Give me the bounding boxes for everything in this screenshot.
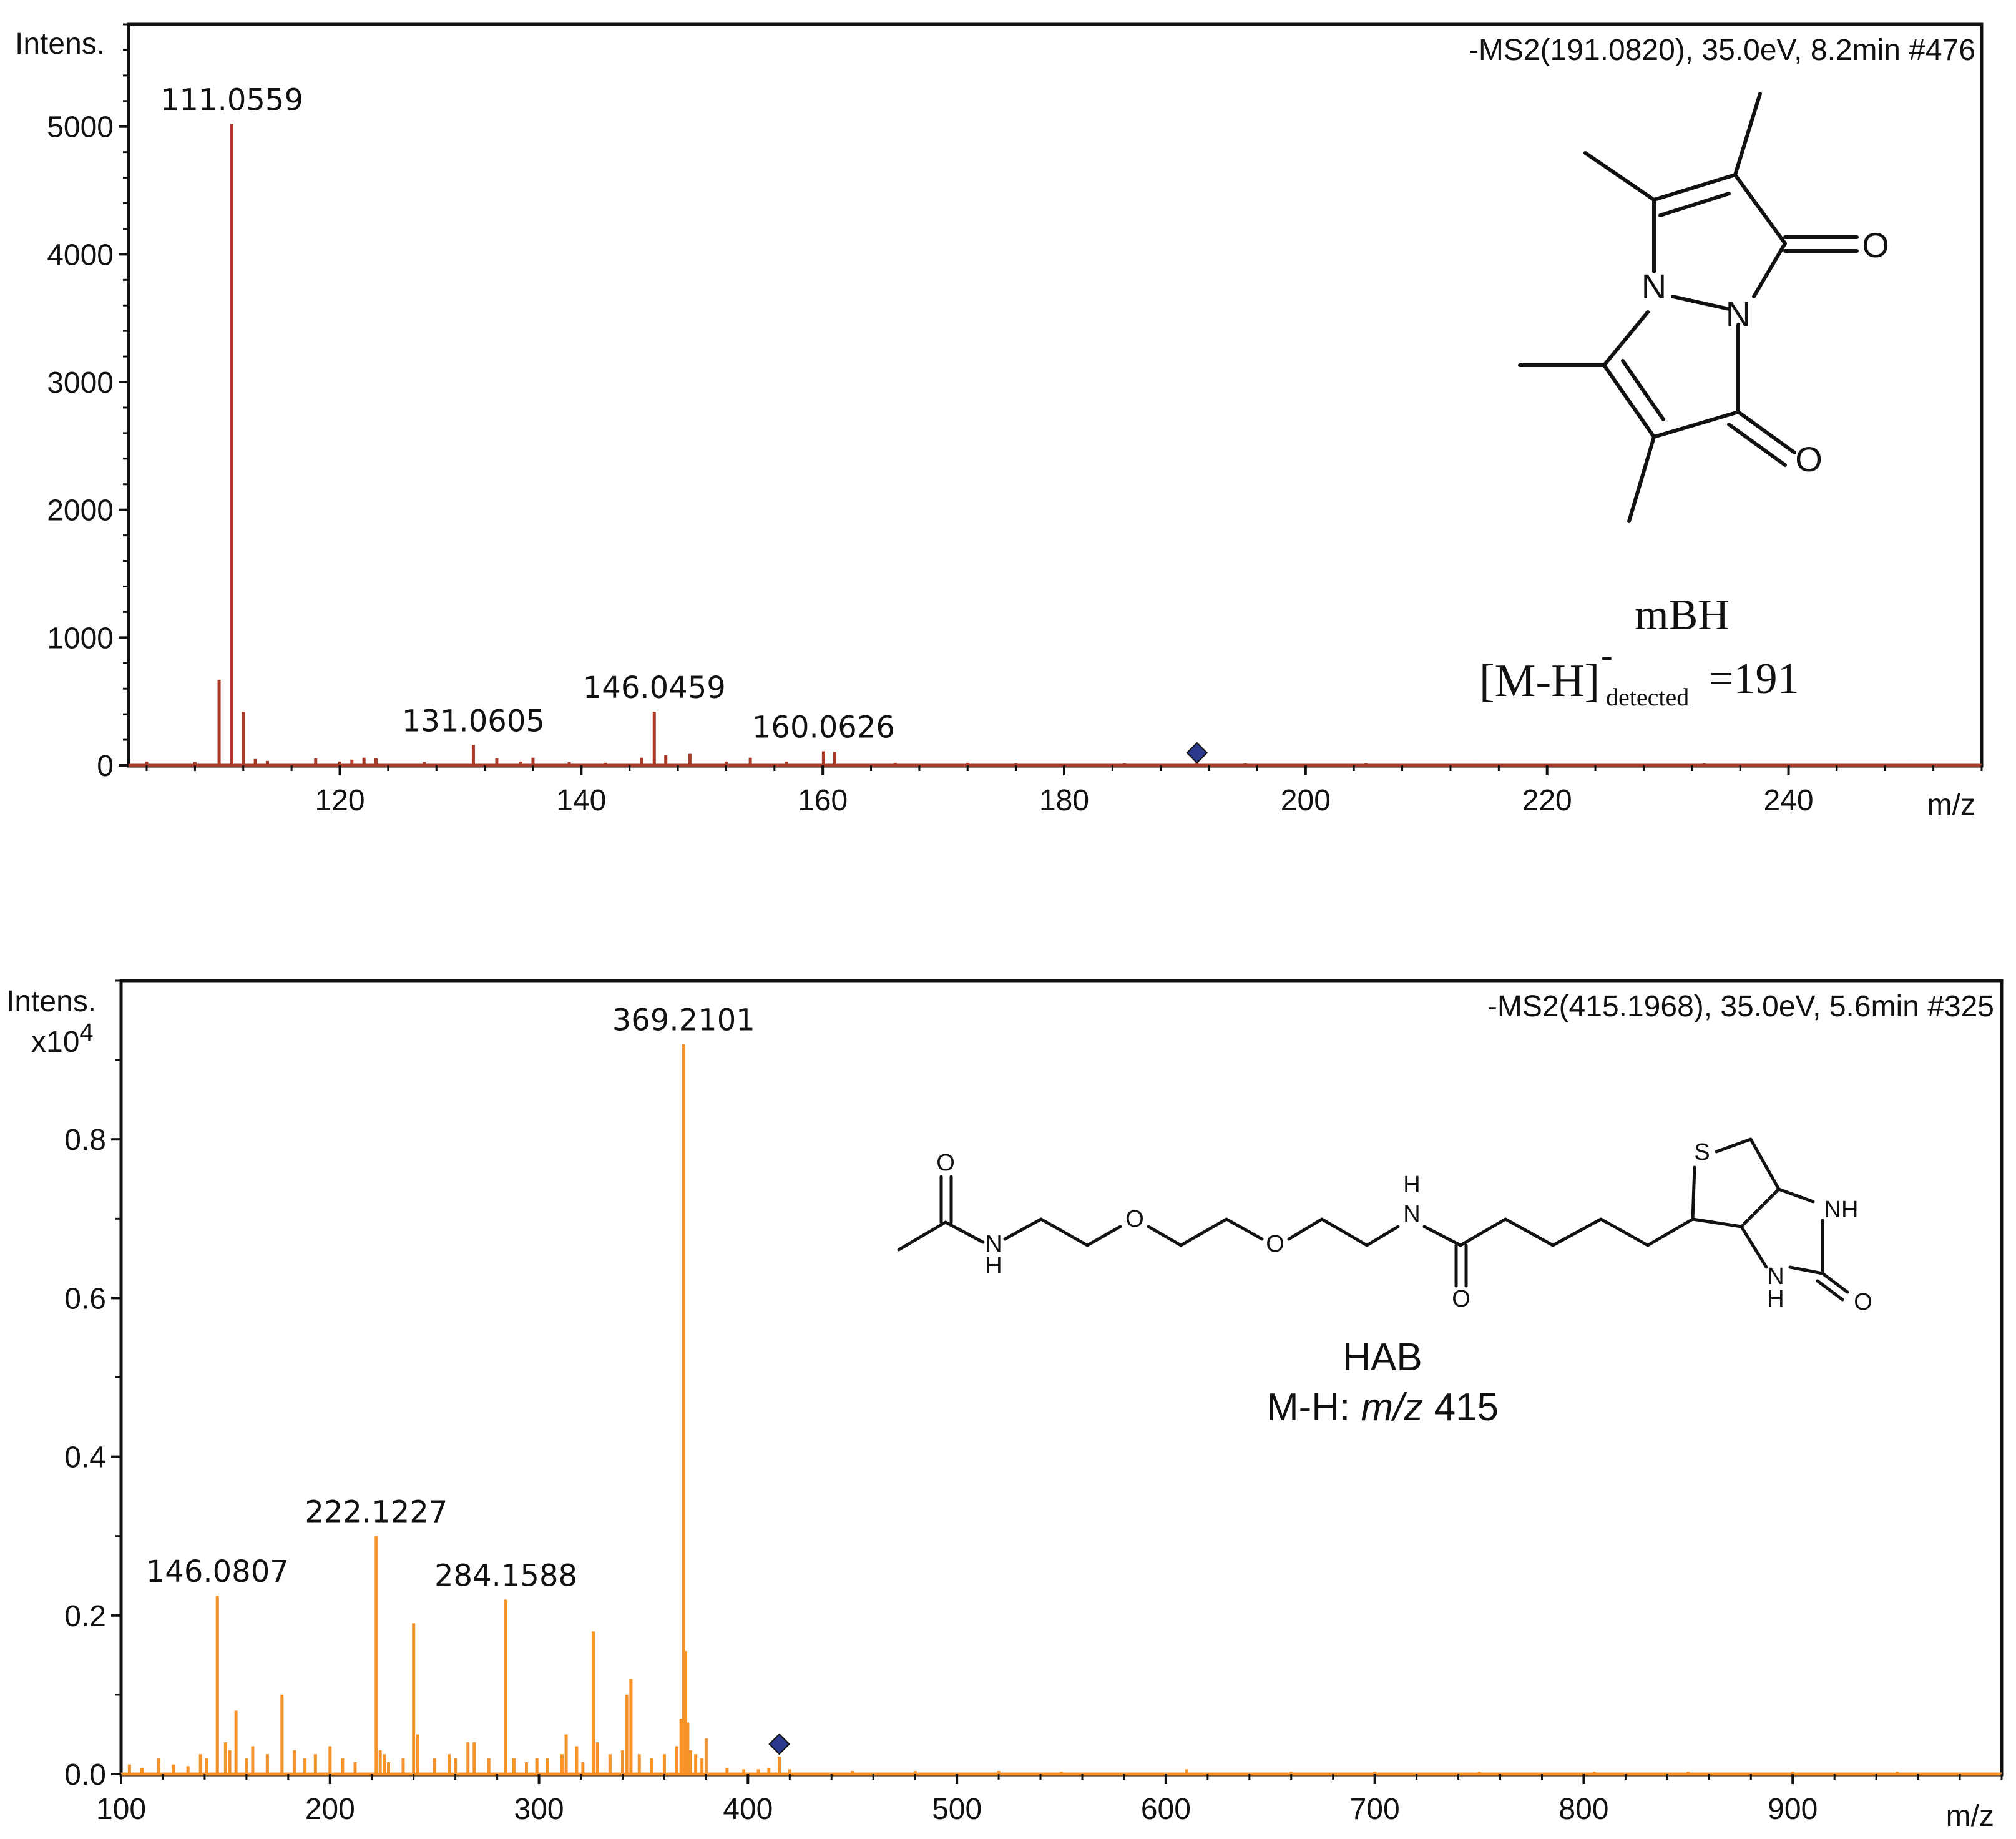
mbh-ion-bracket-open: [ [1479, 655, 1495, 707]
x-tick-label: 120 [315, 784, 365, 817]
mbh-ion-formula: [M-H] [1479, 655, 1600, 707]
mbh-ion-value: =191 [1709, 655, 1799, 703]
chart-top-peaks [145, 124, 1911, 765]
y-tick-label: 3000 [47, 366, 114, 400]
hab-atom-n1: N [985, 1231, 1002, 1257]
x-tick-label: 800 [1558, 1793, 1608, 1826]
hab-atom-n2: N [1403, 1201, 1420, 1227]
chart-bottom-header: -MS2(415.1968), 35.0eV, 5.6min #325 [1487, 990, 1994, 1023]
x-tick-label: 500 [932, 1793, 982, 1826]
chart-bottom-peaks [127, 1044, 1899, 1774]
x-tick-label: 900 [1768, 1793, 1818, 1826]
x-tick-label: 220 [1522, 784, 1572, 817]
hab-atom-h1: H [985, 1253, 1002, 1279]
hab-mh-prefix: M-H: [1266, 1386, 1361, 1429]
y-tick-label: 0 [97, 750, 114, 783]
hab-mh-unit: m/z [1361, 1386, 1423, 1429]
x-tick-label: 400 [723, 1793, 773, 1826]
chart-top-xlabel: m/z [1927, 788, 1975, 821]
y-tick-label: 4000 [47, 238, 114, 272]
hab-atom-n3: N [1767, 1263, 1784, 1290]
chart-bottom-yscale: x104 [31, 1019, 94, 1059]
hab-atom-o-ether1: O [1125, 1206, 1144, 1232]
peak-label: 160.0626 [752, 710, 895, 745]
peak-label: 222.1227 [305, 1495, 448, 1530]
peak-label: 146.0807 [146, 1554, 289, 1589]
mbh-atom-o1: O [1862, 225, 1889, 265]
chart-bottom-precursor [768, 1733, 790, 1755]
chart-bottom-yscale-exponent: 4 [79, 1019, 93, 1046]
hab-atom-o-urea: O [1854, 1289, 1872, 1315]
hab-atom-o-ether2: O [1266, 1231, 1284, 1257]
chart-top-precursor [1186, 742, 1208, 764]
chart-bottom: Intens. x104 -MS2(415.1968), 35.0eV, 5.6… [6, 979, 2004, 1833]
x-tick-label: 700 [1350, 1793, 1400, 1826]
mbh-ion-bracket-close: ] [1585, 655, 1600, 707]
y-tick-label: 0.6 [64, 1282, 106, 1315]
precursor-marker [768, 1733, 790, 1755]
mbh-name: mBH [1635, 591, 1730, 639]
y-tick-label: 2000 [47, 494, 114, 527]
y-tick-label: 1000 [47, 622, 114, 655]
x-tick-label: 600 [1141, 1793, 1191, 1826]
hab-structure [897, 1137, 1849, 1302]
x-tick-label: 140 [556, 784, 606, 817]
chart-top-axes: 0 1000 2000 3000 4000 5000 120 140 160 180 200 220 2… [47, 23, 1983, 817]
mbh-atom-n2: N [1726, 294, 1751, 333]
hab-atom-o-amide: O [1452, 1286, 1470, 1312]
mbh-ion-subscript: detected [1606, 683, 1689, 711]
peak-label: 131.0605 [402, 704, 545, 738]
chart-bottom-yscale-base: x10 [31, 1026, 79, 1059]
chart-top: Intens. -MS2(191.0820), 35.0eV, 8.2min #… [15, 22, 1984, 821]
peak-label: 146.0459 [583, 670, 726, 705]
chart-bottom-xlabel: m/z [1946, 1800, 1994, 1833]
x-tick-label: 180 [1039, 784, 1089, 817]
hab-atom-h2: H [1403, 1172, 1420, 1198]
hab-atom-s: S [1694, 1139, 1710, 1165]
x-tick-label: 100 [96, 1793, 146, 1826]
y-tick-label: 0.0 [64, 1758, 106, 1792]
peak-label: 369.2101 [612, 1003, 755, 1038]
mbh-atom-o2: O [1795, 439, 1823, 479]
y-tick-label: 0.8 [64, 1124, 106, 1157]
x-tick-label: 160 [798, 784, 848, 817]
mbh-structure [1518, 92, 1859, 523]
x-tick-label: 200 [1281, 784, 1331, 817]
chart-top-header: -MS2(191.0820), 35.0eV, 8.2min #476 [1469, 34, 1975, 67]
x-tick-label: 300 [514, 1793, 564, 1826]
chart-bottom-peak-labels: 146.0807 222.1227 284.1588 369.2101 [146, 1003, 755, 1594]
hab-name: HAB [1343, 1336, 1422, 1379]
y-tick-label: 0.2 [64, 1600, 106, 1633]
precursor-marker [1186, 742, 1208, 764]
chart-bottom-frame [119, 979, 2004, 1777]
y-tick-label: 5000 [47, 111, 114, 144]
mbh-atom-n1: N [1642, 267, 1666, 306]
x-tick-label: 200 [305, 1793, 355, 1826]
hab-atom-nh-top: NH [1824, 1197, 1859, 1223]
chart-bottom-ylabel: Intens. [6, 985, 96, 1018]
peak-label: 111.0559 [160, 83, 303, 118]
chart-top-ylabel: Intens. [15, 27, 105, 61]
y-tick-label: 0.4 [64, 1441, 106, 1474]
mbh-ion-charge: - [1601, 636, 1613, 675]
hab-atom-o-acetyl: O [936, 1150, 955, 1176]
mbh-ion-formula-text: M-H [1495, 655, 1585, 707]
peak-label: 284.1588 [434, 1558, 577, 1593]
chart-bottom-axes: 0.0 0.2 0.4 0.6 0.8 100 200 300 400 500 600 700 800 9… [64, 979, 2003, 1826]
x-tick-label: 240 [1763, 784, 1813, 817]
hab-mh-line: M-H: m/z 415 [1266, 1386, 1499, 1429]
chart-top-frame [127, 22, 1984, 768]
hab-atom-h3: H [1767, 1286, 1784, 1312]
chart-top-peak-labels: 111.0559 131.0605 146.0459 160.0626 [160, 83, 895, 745]
hab-mh-value: 415 [1423, 1386, 1499, 1429]
